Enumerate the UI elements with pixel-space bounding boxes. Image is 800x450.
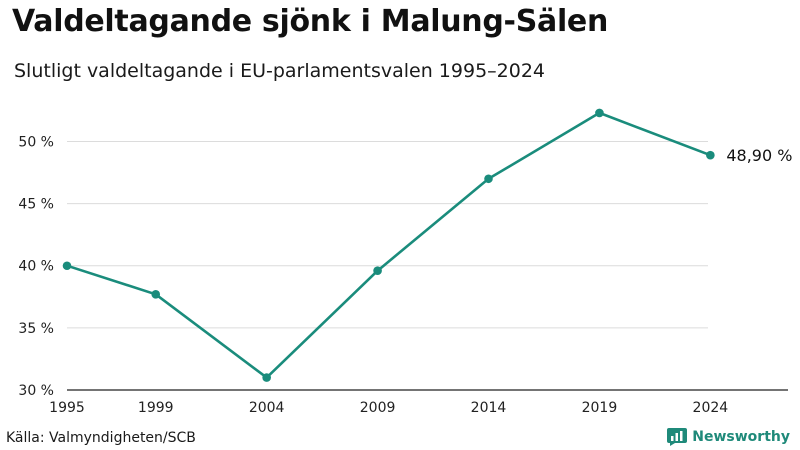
x-tick-label: 1999 (138, 400, 174, 416)
chart-title: Valdeltagande sjönk i Malung-Sälen (12, 4, 609, 39)
y-tick-label: 50 % (18, 134, 54, 150)
chart-subtitle: Slutligt valdeltagande i EU-parlamentsva… (14, 60, 546, 82)
brand-logo[interactable]: Newsworthy (667, 428, 790, 446)
x-tick-label: 2014 (471, 400, 507, 416)
y-tick-label: 45 % (18, 197, 54, 213)
data-point (484, 174, 493, 184)
labels: 30 % 35 % 40 % 45 % 50 % 1995 1999 2004 2009 2014… (18, 134, 792, 416)
data-point (373, 266, 382, 276)
gridlines (67, 140, 708, 329)
end-value-label: 48,90 % (726, 146, 792, 165)
series-layer (62, 108, 715, 382)
x-tick-label: 2009 (360, 400, 396, 416)
x-tick-label: 2019 (582, 400, 618, 416)
series-line (65, 111, 712, 379)
data-point (262, 373, 271, 382)
data-point (595, 108, 604, 118)
source-note: Källa: Valmyndigheten/SCB (6, 430, 196, 446)
x-tick-label: 2004 (249, 400, 285, 416)
y-tick-label: 30 % (18, 383, 54, 399)
data-point (151, 290, 161, 299)
newsworthy-icon (667, 428, 688, 446)
x-tick-label: 2024 (693, 400, 729, 416)
y-tick-label: 35 % (18, 321, 54, 337)
data-point (706, 150, 715, 160)
x-tick-label: 1995 (49, 400, 85, 416)
data-point (62, 261, 72, 271)
y-tick-label: 40 % (18, 259, 54, 275)
brand-name: Newsworthy (692, 429, 790, 445)
